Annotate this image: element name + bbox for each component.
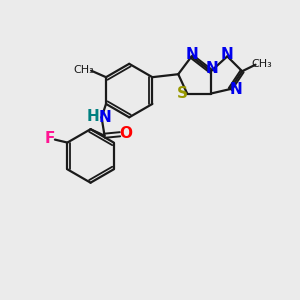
Text: S: S (177, 86, 188, 101)
Text: N: N (185, 47, 198, 62)
Text: F: F (44, 131, 55, 146)
Text: O: O (119, 126, 132, 141)
Text: H: H (86, 109, 99, 124)
Text: CH₃: CH₃ (74, 65, 94, 75)
Text: CH₃: CH₃ (252, 58, 272, 68)
Text: N: N (229, 82, 242, 97)
Text: N: N (206, 61, 219, 76)
Text: N: N (221, 47, 234, 62)
Text: N: N (98, 110, 111, 125)
